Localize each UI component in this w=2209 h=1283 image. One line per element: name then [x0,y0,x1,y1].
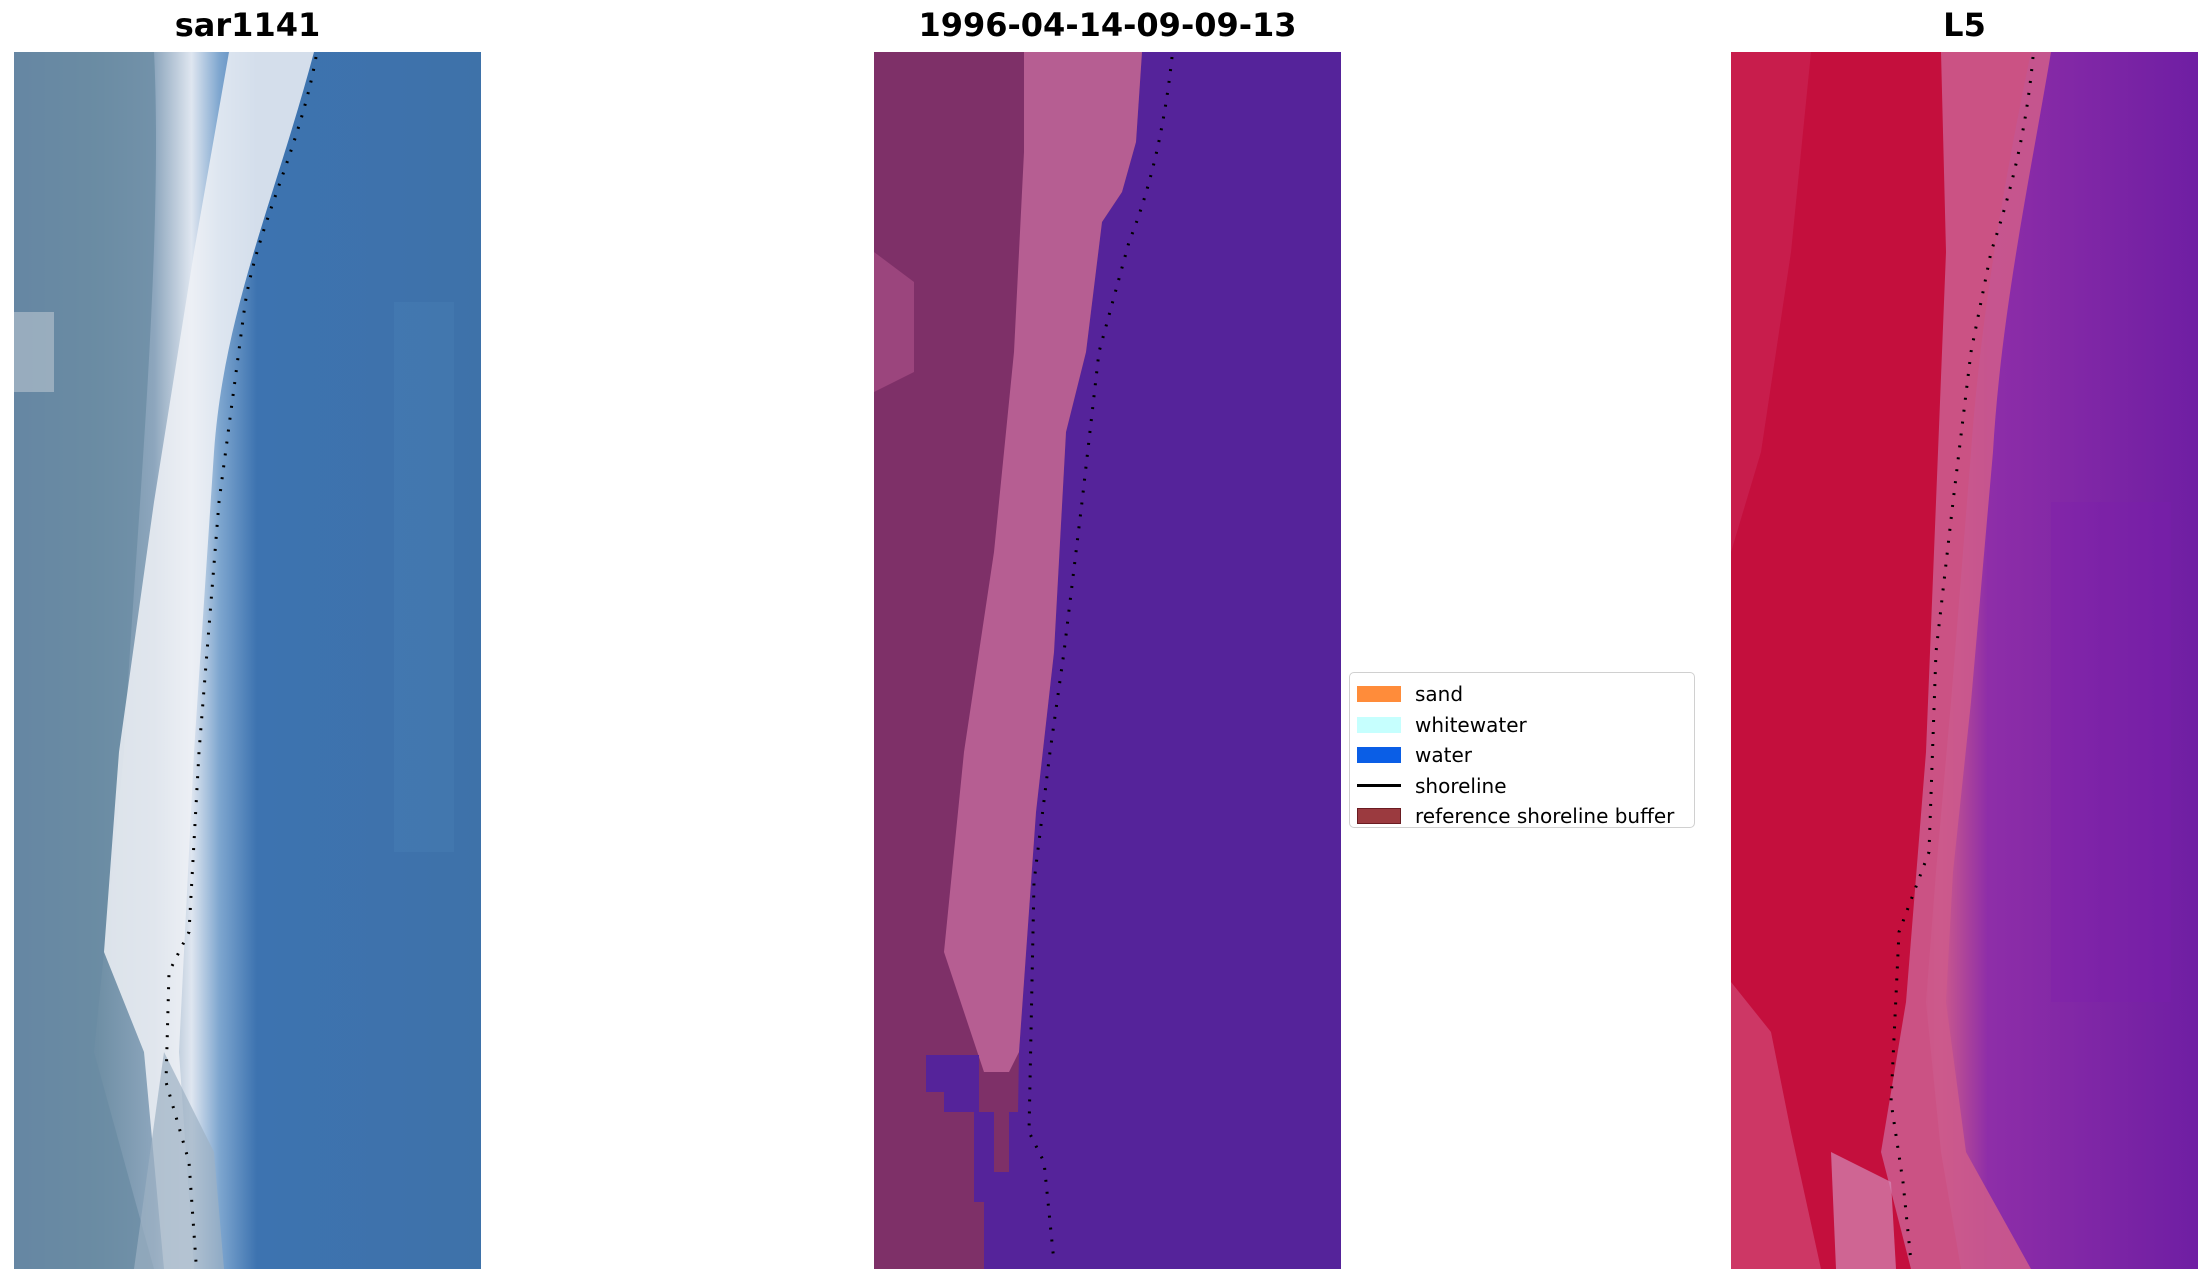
legend-label-reference-buffer: reference shoreline buffer [1415,804,1675,829]
water-swatch [1357,747,1401,764]
rgb-shoreline [164,56,318,1263]
legend-label-whitewater: whitewater [1415,712,1527,737]
legend: sand whitewater water shoreline referenc… [1349,672,1695,828]
panel-title-index: L5 [1943,6,1986,44]
reference-buffer-swatch [1357,808,1401,825]
rgb-image-panel [14,52,481,1269]
legend-label-shoreline: shoreline [1415,773,1507,798]
legend-item-reference-buffer: reference shoreline buffer [1350,801,1694,832]
legend-item-sand: sand [1350,679,1694,710]
legend-label-water: water [1415,743,1472,768]
legend-item-whitewater: whitewater [1350,710,1694,741]
panel-title-rgb: sar1141 [174,6,321,44]
panel-title-classification: 1996-04-14-09-09-13 [918,6,1297,44]
classification-panel [874,52,1341,1269]
index-panel [1731,52,2198,1269]
whitewater-swatch [1357,716,1401,733]
legend-item-shoreline: shoreline [1350,771,1694,802]
rgb-image [14,52,481,1269]
sand-swatch [1357,686,1401,703]
index-image [1731,52,2198,1269]
legend-item-water: water [1350,740,1694,771]
legend-label-sand: sand [1415,682,1464,707]
classification-image [874,52,1341,1269]
shoreline-line-swatch [1357,784,1401,788]
